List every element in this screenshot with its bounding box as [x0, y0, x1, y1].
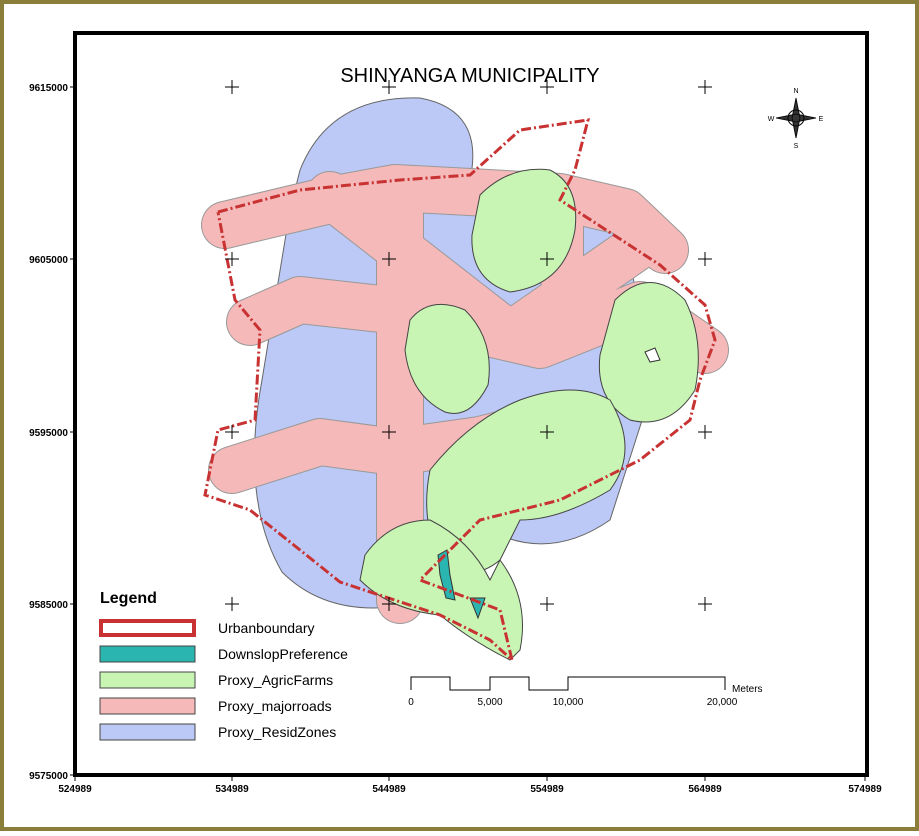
legend-label: Proxy_AgricFarms: [218, 672, 333, 688]
scale-label: 20,000: [707, 697, 738, 708]
y-coord-label: 9605000: [29, 255, 68, 266]
legend-label: DownslopPreference: [218, 646, 348, 662]
downslop-preference: [437, 347, 661, 620]
north-label: N: [793, 88, 798, 95]
legend: Urbanboundary DownslopPreference Proxy_Agr…: [99, 619, 348, 741]
x-coord-label: 524989: [58, 784, 92, 795]
grid-crosses: [225, 80, 712, 611]
south-label: S: [794, 143, 799, 150]
legend-swatch: [99, 671, 196, 689]
y-coord-label: 9585000: [29, 600, 68, 611]
scale-bar: [410, 676, 726, 691]
legend-label: Proxy_majorroads: [218, 698, 332, 714]
legend-label: Proxy_ResidZones: [218, 724, 336, 740]
scale-label: 10,000: [553, 697, 584, 708]
north-arrow: N S E W: [768, 88, 824, 150]
legend-swatch: [99, 697, 196, 715]
legend-swatch: [99, 645, 196, 663]
legend-title: Legend: [100, 590, 157, 607]
map-title: SHINYANGA MUNICIPALITY: [340, 65, 599, 87]
scale-label: 5,000: [477, 697, 502, 708]
scale-unit: Meters: [732, 684, 763, 695]
x-coord-label: 564989: [688, 784, 722, 795]
legend-swatch: [99, 619, 196, 637]
x-coord-label: 554989: [530, 784, 564, 795]
x-coord-label: 574989: [848, 784, 882, 795]
x-coord-label: 544989: [372, 784, 406, 795]
y-coord-label: 9575000: [29, 771, 68, 782]
y-coord-label: 9595000: [29, 428, 68, 439]
east-label: E: [819, 116, 824, 123]
legend-label: Urbanboundary: [218, 620, 315, 636]
legend-swatch: [99, 723, 196, 741]
coordinates: 9615000 9605000 9595000 9585000 9575000 52498…: [29, 83, 882, 795]
west-label: W: [768, 116, 775, 123]
urban-boundary: [203, 118, 717, 665]
x-coord-label: 534989: [215, 784, 249, 795]
y-coord-label: 9615000: [29, 83, 68, 94]
scale-label: 0: [408, 697, 414, 708]
